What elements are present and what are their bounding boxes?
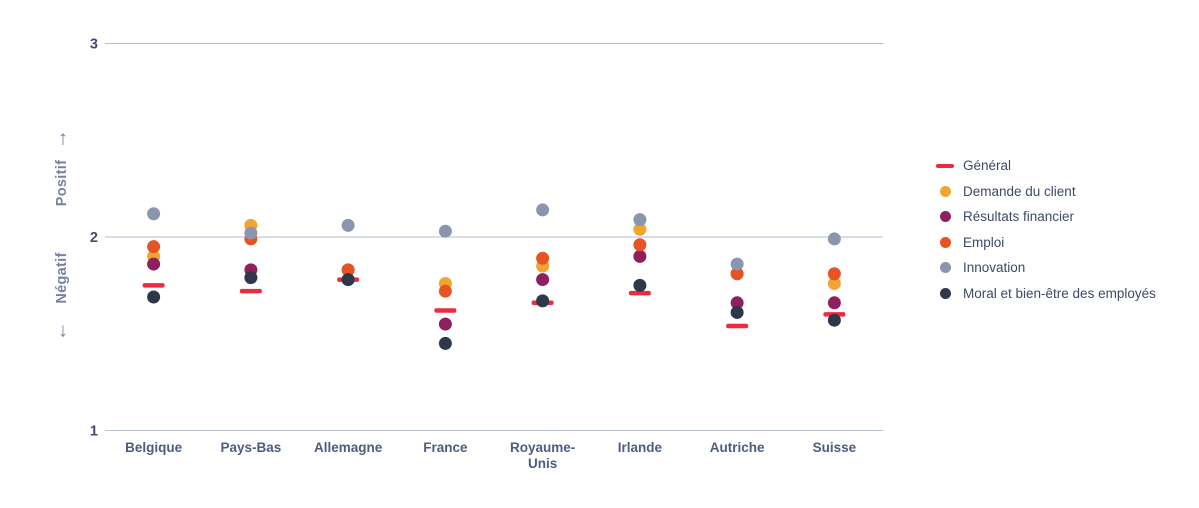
- point-resultats-financier-7: [827, 296, 841, 310]
- point-innovation-1: [244, 226, 258, 240]
- point-moral-1: [244, 271, 258, 285]
- legend-marker-box: [936, 262, 954, 273]
- y-tick-label: 1: [90, 424, 98, 440]
- point-emploi-5: [633, 238, 647, 252]
- legend-item-general[interactable]: Général: [936, 158, 1156, 173]
- x-category-label: Pays-Bas: [220, 440, 281, 455]
- x-category-label: Allemagne: [314, 440, 383, 455]
- y-tick-label: 3: [90, 37, 98, 53]
- legend-dot-icon: [939, 287, 951, 299]
- point-innovation-3: [438, 224, 452, 238]
- point-demande-du-client-7: [827, 276, 841, 290]
- legend-label: Emploi: [963, 234, 1005, 250]
- point-resultats-financier-0: [147, 257, 161, 271]
- point-resultats-financier-5: [633, 249, 647, 263]
- legend-label: Demande du client: [963, 183, 1076, 199]
- legend-marker-box: [936, 287, 954, 299]
- point-innovation-0: [147, 207, 161, 221]
- point-resultats-financier-4: [536, 273, 550, 287]
- legend-label: Résultats financier: [963, 209, 1075, 224]
- point-innovation-4: [536, 203, 550, 217]
- point-moral-3: [438, 336, 452, 350]
- point-resultats-financier-6: [730, 296, 744, 310]
- x-category-label: Suisse: [813, 440, 857, 455]
- point-moral-4: [536, 294, 550, 308]
- point-innovation-5: [633, 213, 647, 227]
- legend-dot-icon: [939, 185, 951, 197]
- point-emploi-2: [341, 263, 355, 277]
- point-moral-5: [633, 278, 647, 292]
- point-emploi-3: [438, 284, 452, 298]
- legend-dot-icon: [939, 262, 951, 273]
- positive-axis-label: Positif: [54, 159, 70, 207]
- legend-item-moral[interactable]: Moral et bien-être des employés: [936, 286, 1156, 301]
- point-emploi-7: [827, 267, 841, 281]
- x-category-label: Royaume-Unis: [510, 440, 575, 471]
- x-category-label: Autriche: [710, 440, 765, 455]
- up-arrow-icon: ↑: [58, 127, 68, 150]
- point-general-1: [239, 288, 262, 294]
- point-innovation-6: [730, 257, 744, 271]
- down-arrow-icon: ↓: [58, 319, 68, 342]
- point-demande-du-client-5: [633, 222, 647, 236]
- point-moral-6: [730, 305, 744, 319]
- legend-label: Moral et bien-être des employés: [963, 285, 1156, 301]
- point-general-5: [628, 290, 651, 296]
- legend-label: Innovation: [963, 260, 1026, 275]
- legend: Général Demande du client Résultats financ…: [936, 158, 1156, 301]
- legend-marker-box: [936, 163, 954, 168]
- x-category-label: Irlande: [618, 440, 663, 455]
- negative-axis-label: Négatif: [54, 252, 70, 304]
- legend-label: Général: [963, 158, 1012, 173]
- legend-dot-icon: [939, 211, 951, 222]
- point-general-0: [142, 283, 165, 288]
- point-innovation-7: [827, 232, 841, 246]
- point-moral-7: [827, 313, 841, 327]
- legend-dot-icon: [939, 236, 951, 248]
- y-tick-label: 2: [90, 230, 98, 246]
- legend-dash-icon: [936, 163, 954, 168]
- point-emploi-0: [147, 240, 161, 254]
- point-emploi-4: [536, 251, 550, 265]
- point-moral-2: [341, 273, 355, 287]
- legend-item-innovation[interactable]: Innovation: [936, 260, 1156, 275]
- point-resultats-financier-3: [438, 317, 452, 331]
- legend-marker-box: [936, 185, 954, 197]
- point-general-6: [726, 323, 749, 329]
- x-category-label: Belgique: [125, 440, 182, 455]
- x-category-label: France: [423, 440, 468, 455]
- point-moral-0: [147, 290, 161, 304]
- legend-item-demande-du-client[interactable]: Demande du client: [936, 184, 1156, 199]
- legend-item-emploi[interactable]: Emploi: [936, 235, 1156, 250]
- point-emploi-6: [730, 267, 744, 281]
- point-general-3: [434, 308, 457, 313]
- legend-marker-box: [936, 236, 954, 248]
- legend-item-resultats-financier[interactable]: Résultats financier: [936, 209, 1156, 224]
- legend-marker-box: [936, 211, 954, 222]
- point-innovation-2: [341, 218, 355, 232]
